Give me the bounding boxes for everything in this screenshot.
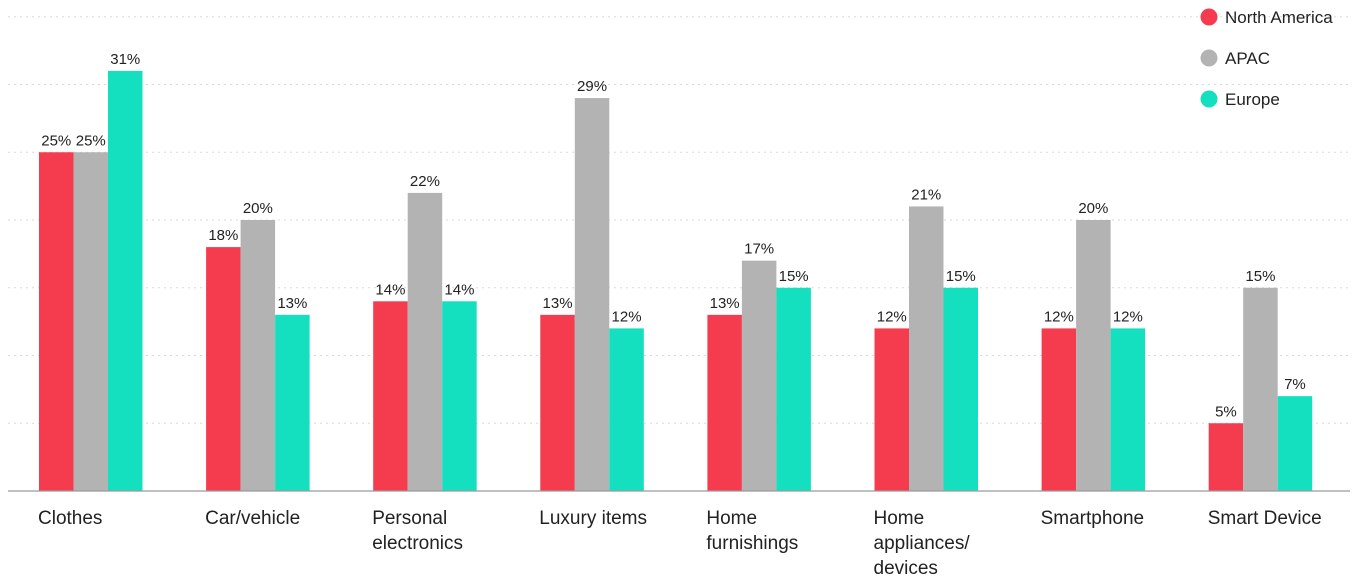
bar-europe: [776, 287, 811, 491]
x-tick-label-line: Home: [706, 508, 757, 529]
x-tick-label-line: devices: [874, 558, 938, 577]
bar-north-america: [540, 314, 575, 491]
x-tick-label: Home appliances/devices: [874, 508, 971, 577]
data-label: 12%: [612, 308, 642, 325]
data-label: 15%: [946, 268, 976, 285]
data-labels: 25% 25% 31% 18% 20% 13% 14% 22% 14% 13% 29% 12% 13% 1…: [41, 51, 1306, 420]
data-label: 13%: [710, 295, 740, 312]
data-label: 14%: [444, 281, 474, 298]
x-tick-label-line: Smart Device: [1208, 508, 1322, 529]
data-label: 20%: [1078, 200, 1108, 217]
bar-europe: [1110, 328, 1146, 491]
bar-apac: [407, 192, 443, 491]
x-tick-label: Home furnishings: [706, 508, 798, 554]
x-tick-label-line: Home: [874, 508, 925, 529]
data-label: 22%: [410, 173, 440, 190]
x-tick-label-line: Smartphone: [1041, 508, 1145, 529]
data-label: 13%: [543, 295, 573, 312]
data-label: 5%: [1215, 403, 1237, 420]
x-tick-label: Smart Device: [1208, 508, 1322, 529]
legend-swatch: [1200, 49, 1218, 67]
bar-apac: [1243, 287, 1278, 491]
bar-apac: [240, 220, 276, 491]
x-tick-label: Car/vehicle: [205, 508, 300, 529]
x-tick-label-line: Clothes: [38, 508, 102, 529]
bar-north-america: [39, 152, 74, 491]
bar-apac: [1076, 220, 1111, 491]
data-label: 12%: [1044, 308, 1074, 325]
data-label: 20%: [243, 200, 273, 217]
data-label: 12%: [1113, 308, 1143, 325]
data-label: 29%: [577, 78, 607, 95]
legend: North America APAC Europe: [1200, 8, 1333, 109]
data-label: 31%: [110, 51, 140, 68]
data-label: 18%: [208, 227, 238, 244]
x-tick-label-line: furnishings: [706, 533, 798, 554]
legend-label: APAC: [1225, 49, 1270, 68]
x-tick-label-line: electronics: [372, 533, 463, 554]
bars: [39, 70, 1313, 492]
legend-swatch: [1200, 8, 1218, 26]
bar-north-america: [373, 301, 408, 491]
data-label: 13%: [277, 295, 307, 312]
bar-north-america: [1208, 423, 1244, 491]
data-label: 25%: [76, 132, 106, 149]
data-label: 17%: [744, 241, 774, 258]
x-tick-label-line: appliances/: [874, 533, 971, 554]
x-tick-label: Clothes: [38, 508, 102, 529]
data-label: 12%: [877, 308, 907, 325]
x-tick-label: Smartphone: [1041, 508, 1145, 529]
bar-north-america: [707, 314, 742, 491]
x-tick-label-line: Car/vehicle: [205, 508, 300, 529]
data-label: 14%: [375, 281, 405, 298]
x-tick-label: Personal electronics: [372, 508, 463, 554]
x-tick-label-line: Luxury items: [539, 508, 647, 529]
bar-europe: [108, 70, 143, 491]
bar-europe: [275, 314, 310, 491]
bar-north-america: [1041, 328, 1077, 491]
legend-label: North America: [1225, 8, 1333, 27]
bar-north-america: [874, 328, 909, 491]
data-label: 15%: [779, 268, 809, 285]
bar-europe: [943, 287, 978, 491]
bar-europe: [442, 301, 477, 491]
bar-apac: [574, 98, 610, 492]
x-tick-label-line: Personal: [372, 508, 447, 529]
legend-label: Europe: [1225, 90, 1280, 109]
legend-swatch: [1200, 90, 1218, 108]
bar-apac: [909, 206, 944, 491]
bar-europe: [1277, 396, 1313, 491]
data-label: 15%: [1245, 268, 1275, 285]
bar-apac: [741, 260, 777, 491]
bar-north-america: [206, 247, 241, 491]
x-tick-label: Luxury items: [539, 508, 647, 529]
bar-apac: [73, 152, 108, 491]
x-tick-labels: Clothes Car/vehicle Personal electronics Lux…: [38, 508, 1322, 577]
data-label: 25%: [41, 132, 71, 149]
bar-europe: [609, 328, 644, 491]
data-label: 7%: [1284, 376, 1306, 393]
data-label: 21%: [911, 186, 941, 203]
